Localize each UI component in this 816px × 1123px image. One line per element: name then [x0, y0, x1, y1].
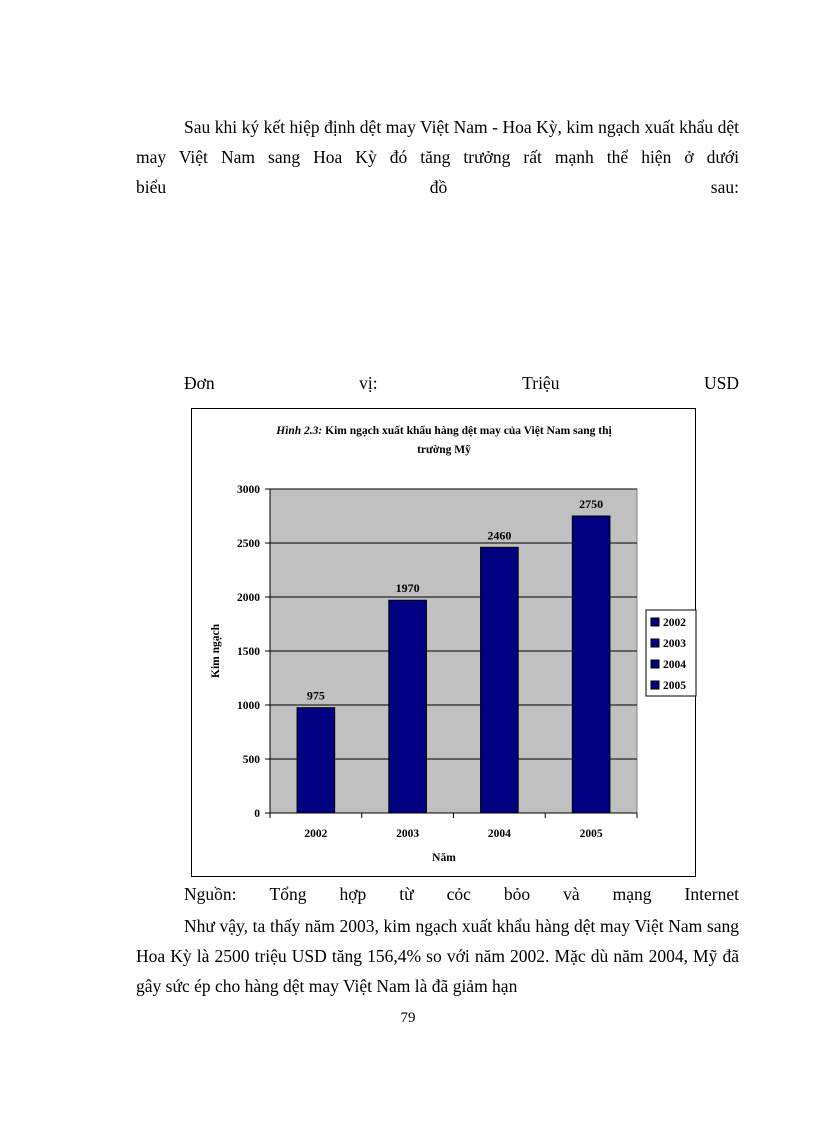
legend-label: 2005: [663, 680, 686, 692]
chart-frame: Hình 2.3: Kim ngạch xuất khẩu hàng dệt m…: [191, 408, 697, 877]
y-tick-label: 1500: [237, 646, 260, 658]
legend-swatch: [650, 617, 660, 627]
source-word: và: [563, 884, 580, 904]
data-label: 2750: [579, 497, 603, 511]
source-word: cỏc: [446, 884, 471, 904]
paragraph-intro-end: biểu đồ sau:: [136, 172, 739, 202]
paragraph-intro-line-2: khẩu dệt may Việt Nam sang Hoa Kỳ đó tăn…: [136, 117, 740, 167]
paragraph-intro: Sau khi ký kết hiệp định dệt may Việt Na…: [136, 112, 739, 172]
paragraph-intro-line-1: Sau khi ký kết hiệp định dệt may Việt Na…: [184, 117, 675, 137]
paragraph-conclusion-line-1: Như vậy, ta thấy năm 2003, kim ngạch xuấ…: [184, 916, 664, 936]
unit-word: vị:: [359, 373, 378, 393]
source-word: hợp: [339, 884, 367, 904]
chart-title-line-2: trường Mỹ: [417, 444, 471, 456]
source-word: Tổng: [269, 884, 307, 904]
source-word: bỏo: [503, 884, 531, 904]
x-tick-label: 2003: [396, 828, 419, 840]
source-caption: Nguồn: Tổng hợp từ cỏc bỏo và mạng Inter…: [184, 881, 739, 907]
paragraph-conclusion: Như vậy, ta thấy năm 2003, kim ngạch xuấ…: [136, 911, 739, 1001]
y-axis-label: Kim ngạch: [210, 623, 222, 678]
y-tick-label: 0: [254, 808, 260, 820]
legend-label: 2003: [663, 638, 686, 650]
y-tick-label: 2000: [237, 592, 260, 604]
legend-swatch: [650, 659, 660, 669]
x-axis-label: Năm: [432, 852, 456, 864]
chart-title-prefix: Hình 2.3:: [275, 425, 322, 437]
x-tick-label: 2004: [488, 828, 511, 840]
legend-label: 2004: [663, 659, 686, 671]
data-label: 2460: [487, 528, 511, 542]
page-number: 79: [400, 1010, 416, 1026]
bar: [571, 515, 611, 814]
unit-caption: Đơn vị: Triệu USD: [184, 370, 739, 396]
unit-word: Đơn: [184, 373, 215, 393]
unit-word: Triệu: [522, 373, 560, 393]
source-word: từ: [399, 884, 414, 904]
bar-chart: Hình 2.3: Kim ngạch xuất khẩu hàng dệt m…: [210, 424, 697, 864]
unit-word: USD: [703, 373, 739, 393]
bar: [296, 707, 336, 814]
y-tick-label: 500: [243, 754, 261, 766]
paragraph-conclusion-line-3: năm 2004, Mỹ đã gây sức ép cho hàng dệt …: [136, 946, 739, 996]
x-tick-label: 2002: [304, 828, 327, 840]
bar: [388, 599, 427, 814]
bar: [480, 546, 519, 814]
y-tick-label: 1000: [237, 700, 260, 712]
data-label: 975: [307, 689, 325, 703]
chart-title-rest: Kim ngạch xuất khẩu hàng dệt may của Việ…: [322, 424, 612, 437]
chart-title-line-1: Hình 2.3: Kim ngạch xuất khẩu hàng dệt m…: [275, 424, 612, 437]
y-tick-label: 3000: [237, 484, 260, 496]
paragraph-intro-line-3: biểu đồ sau:: [136, 177, 739, 197]
legend-swatch: [650, 638, 660, 648]
source-word: Nguồn:: [184, 884, 237, 904]
data-label: 1970: [396, 581, 420, 595]
paragraph-conclusion-line-2: Nam sang Hoa Kỳ là 2500 triệu USD tăng 1…: [136, 916, 739, 966]
source-word: Internet: [684, 884, 739, 904]
legend-swatch: [650, 680, 660, 690]
x-tick-label: 2005: [580, 828, 603, 840]
y-tick-label: 2500: [237, 538, 260, 550]
source-word: mạng: [612, 884, 652, 904]
legend-label: 2002: [663, 617, 686, 629]
